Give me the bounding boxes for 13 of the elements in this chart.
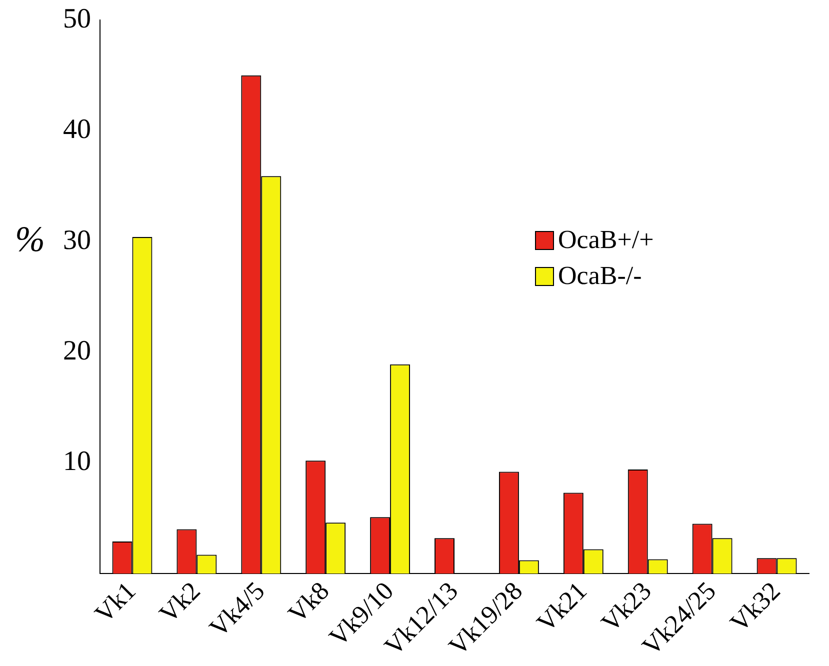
x-tick-label: Vk32 bbox=[724, 576, 786, 638]
y-tick-label: 50 bbox=[63, 3, 91, 34]
legend-label: OcaB-/- bbox=[558, 261, 642, 291]
y-tick-label: 40 bbox=[63, 114, 91, 146]
x-tick-label: Vk21 bbox=[531, 576, 592, 638]
y-axis-title: % bbox=[15, 218, 45, 259]
x-tick-label: Vk2 bbox=[154, 576, 206, 628]
legend-label: OcaB+/+ bbox=[558, 225, 654, 255]
x-tick-label: Vk1 bbox=[89, 576, 142, 628]
y-tick-label: 20 bbox=[63, 336, 91, 367]
y-tick-label: 10 bbox=[63, 446, 91, 478]
x-tick-label: Vk8 bbox=[282, 576, 335, 628]
y-tick-label: 30 bbox=[63, 224, 91, 256]
